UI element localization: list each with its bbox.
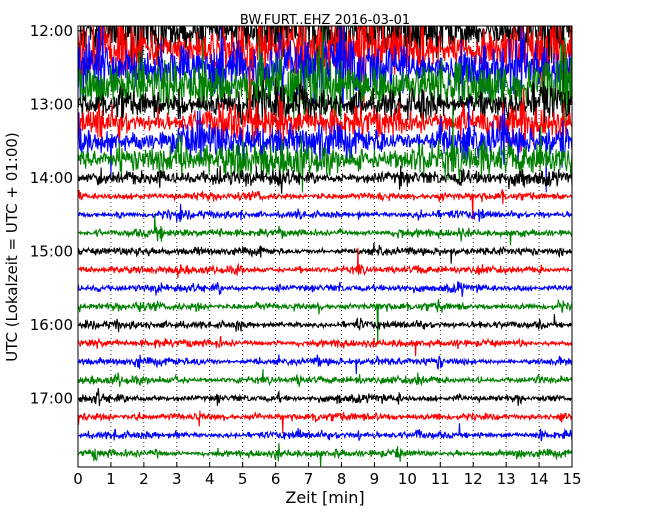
trace-1300 xyxy=(78,78,572,132)
x-tick-label: 0 xyxy=(73,470,83,488)
x-tick-label: 7 xyxy=(304,470,314,488)
y-tick-label: 14:00 xyxy=(30,169,73,187)
trace-1245 xyxy=(78,26,572,162)
x-tick-label: 4 xyxy=(205,470,215,488)
x-tick-label: 3 xyxy=(172,470,182,488)
x-tick-label: 15 xyxy=(562,470,581,488)
x-axis-label: Zeit [min] xyxy=(285,488,364,507)
trace-1615 xyxy=(78,336,572,357)
trace-1215 xyxy=(78,26,572,108)
y-axis: 12:00 13:00 14:00 15:00 16:00 17:00 xyxy=(30,22,572,407)
trace-1445 xyxy=(78,214,572,246)
x-axis: 0 1 2 3 4 5 6 7 8 9 10 11 12 13 14 15 xyxy=(73,26,582,488)
x-tick-label: 11 xyxy=(431,470,450,488)
trace-1345 xyxy=(78,106,572,193)
plot-frame xyxy=(77,25,573,468)
x-tick-label: 14 xyxy=(530,470,549,488)
trace-1515 xyxy=(78,247,572,279)
trace-1500 xyxy=(78,242,572,264)
chart-title: BW.FURT..EHZ 2016-03-01 xyxy=(240,13,410,28)
traces-group xyxy=(78,26,572,467)
x-tick-label: 6 xyxy=(271,470,281,488)
x-tick-label: 5 xyxy=(238,470,248,488)
trace-1430 xyxy=(78,203,572,223)
trace-1530 xyxy=(78,281,572,297)
trace-1545 xyxy=(78,299,572,345)
trace-1730 xyxy=(78,423,572,442)
trace-1745 xyxy=(78,443,572,467)
y-tick-label: 15:00 xyxy=(30,242,73,260)
x-tick-label: 1 xyxy=(106,470,116,488)
y-tick-label: 17:00 xyxy=(30,389,73,407)
x-tick-label: 8 xyxy=(337,470,347,488)
y-tick-label: 12:00 xyxy=(30,22,73,40)
trace-1600 xyxy=(78,313,572,333)
trace-1315 xyxy=(78,40,572,152)
x-tick-label: 13 xyxy=(497,470,516,488)
y-axis-label: UTC (Lokalzeit = UTC + 01:00) xyxy=(3,132,21,362)
trace-1230 xyxy=(78,26,572,117)
y-tick-label: 16:00 xyxy=(30,316,73,334)
x-tick-label: 12 xyxy=(464,470,483,488)
trace-1715 xyxy=(78,410,572,434)
trace-1630 xyxy=(78,354,572,375)
y-tick-label: 13:00 xyxy=(30,95,73,113)
x-tick-label: 10 xyxy=(398,470,417,488)
x-tick-label: 2 xyxy=(139,470,149,488)
trace-1700 xyxy=(78,388,572,406)
trace-1645 xyxy=(78,369,572,387)
trace-1400 xyxy=(78,165,572,194)
x-tick-label: 9 xyxy=(370,470,380,488)
trace-1415 xyxy=(78,188,572,220)
